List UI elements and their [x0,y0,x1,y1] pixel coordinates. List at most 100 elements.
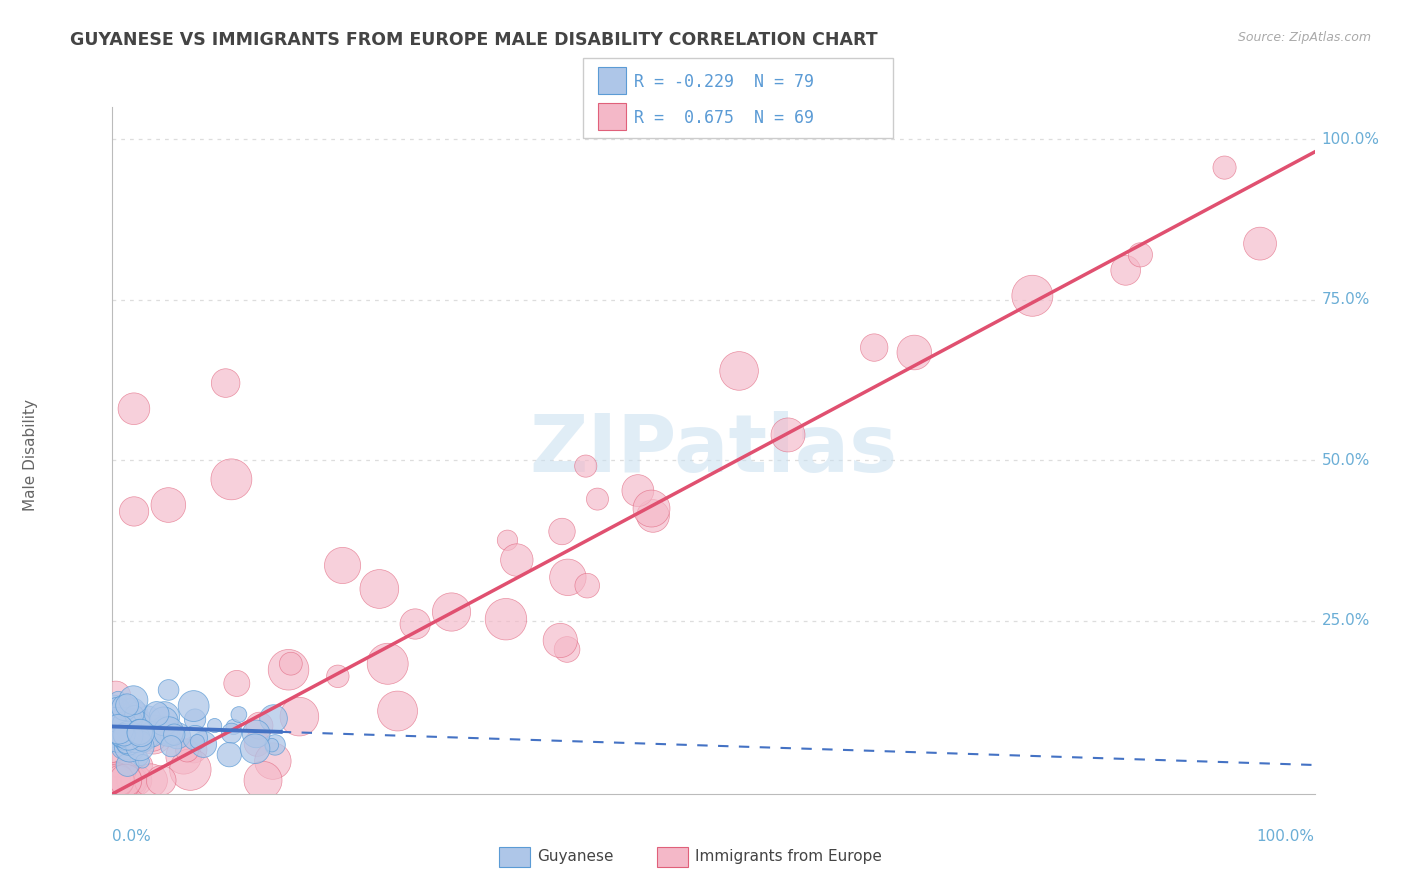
Point [193,738,215,752]
Point [246,737,269,751]
Point [163,728,186,742]
Point [243,741,266,756]
Point [142,727,165,741]
Point [368,582,391,596]
Point [108,773,131,788]
Text: 75.0%: 75.0% [1322,292,1369,307]
Point [107,723,129,737]
Text: 0.0%: 0.0% [112,830,152,844]
Point [387,704,409,718]
Point [173,749,195,764]
Point [263,712,285,726]
Point [728,364,751,378]
Point [1213,161,1236,175]
Point [104,689,127,703]
Point [115,698,138,713]
Point [112,728,135,742]
Point [103,698,125,712]
Point [157,724,180,739]
Point [120,713,142,727]
Text: 100.0%: 100.0% [1322,132,1379,146]
Point [377,657,399,671]
Point [495,612,517,626]
Point [103,731,125,746]
Text: 100.0%: 100.0% [1257,830,1315,844]
Point [125,719,148,733]
Point [280,657,302,671]
Point [129,751,152,765]
Point [183,743,205,757]
Point [776,428,799,442]
Point [111,773,134,788]
Text: ZIPatlas: ZIPatlas [530,411,897,490]
Point [107,773,129,788]
Point [117,773,139,788]
Point [184,731,207,745]
Point [252,773,274,788]
Point [640,501,662,516]
Point [136,712,159,726]
Point [117,716,139,731]
Point [183,699,205,714]
Point [107,756,129,771]
Point [104,712,127,726]
Text: GUYANESE VS IMMIGRANTS FROM EUROPE MALE DISABILITY CORRELATION CHART: GUYANESE VS IMMIGRANTS FROM EUROPE MALE … [70,31,877,49]
Point [264,738,287,752]
Text: Immigrants from Europe: Immigrants from Europe [695,849,882,863]
Point [104,773,127,788]
Text: Source: ZipAtlas.com: Source: ZipAtlas.com [1237,31,1371,45]
Point [111,773,134,788]
Point [576,579,599,593]
Point [115,714,138,729]
Point [134,728,156,742]
Point [122,504,145,518]
Point [404,617,426,632]
Point [134,738,156,752]
Point [125,706,148,720]
Point [111,710,134,724]
Text: R =  0.675  N = 69: R = 0.675 N = 69 [634,109,814,128]
Point [139,773,162,788]
Point [225,676,247,690]
Point [555,642,578,657]
Point [160,739,183,754]
Point [262,754,284,768]
Point [129,739,152,754]
Point [557,570,579,584]
Point [112,709,135,723]
Point [117,736,139,750]
Point [118,739,141,754]
Point [153,710,176,724]
Point [176,744,198,758]
Point [115,737,138,751]
Point [863,341,886,355]
Point [575,459,598,474]
Point [179,763,201,777]
Point [111,727,134,741]
Point [108,714,131,729]
Point [124,731,146,746]
Point [114,773,136,788]
Point [228,707,250,722]
Point [184,713,207,727]
Point [141,727,163,741]
Point [111,727,134,741]
Point [114,714,136,728]
Point [129,726,152,740]
Point [288,709,311,723]
Point [117,758,139,772]
Point [506,553,529,567]
Point [245,727,267,741]
Point [222,720,245,734]
Text: Guyanese: Guyanese [537,849,613,863]
Text: 25.0%: 25.0% [1322,613,1369,628]
Point [118,711,141,725]
Point [145,706,167,721]
Point [641,508,664,523]
Point [114,723,136,738]
Point [152,714,174,729]
Point [131,754,153,768]
Point [332,558,354,573]
Point [1249,236,1271,251]
Point [110,773,132,788]
